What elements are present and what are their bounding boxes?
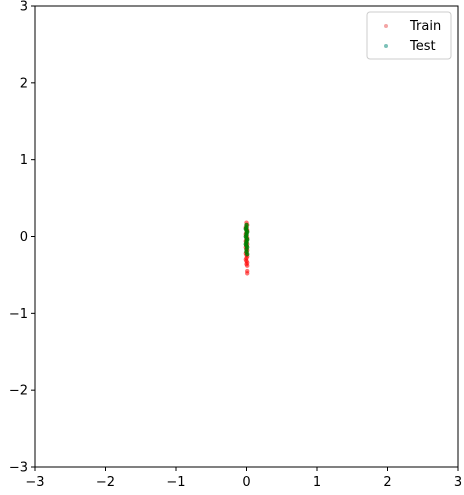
legend-label-train: Train — [409, 19, 441, 34]
x-tick-label: −1 — [166, 475, 185, 490]
legend-label-test: Test — [409, 39, 436, 54]
legend-box — [366, 11, 452, 60]
plot-points — [243, 220, 250, 276]
x-tick-label: 1 — [313, 475, 321, 490]
x-tick-label: 2 — [383, 475, 391, 490]
y-tick-label: 2 — [20, 76, 28, 91]
x-tick-label: 3 — [454, 475, 462, 490]
x-tick-label: 0 — [242, 475, 250, 490]
y-tick-label: −3 — [9, 461, 28, 476]
point-train — [245, 263, 250, 268]
legend: Train Test — [366, 11, 452, 60]
legend-marker-train — [384, 24, 388, 28]
x-tick-label: −2 — [96, 475, 115, 490]
legend-marker-test — [384, 44, 388, 48]
x-axis-ticks: −3 −2 −1 0 1 2 3 — [25, 467, 462, 490]
y-axis-ticks: −3 −2 −1 0 1 2 3 — [9, 0, 35, 476]
point-train — [245, 271, 250, 276]
y-tick-label: 3 — [20, 0, 28, 15]
point-test — [245, 251, 250, 257]
y-tick-label: 0 — [20, 230, 28, 245]
y-tick-label: −1 — [9, 307, 28, 322]
x-tick-label: −3 — [25, 475, 44, 490]
y-tick-label: −2 — [9, 384, 28, 399]
y-tick-label: 1 — [20, 153, 28, 168]
